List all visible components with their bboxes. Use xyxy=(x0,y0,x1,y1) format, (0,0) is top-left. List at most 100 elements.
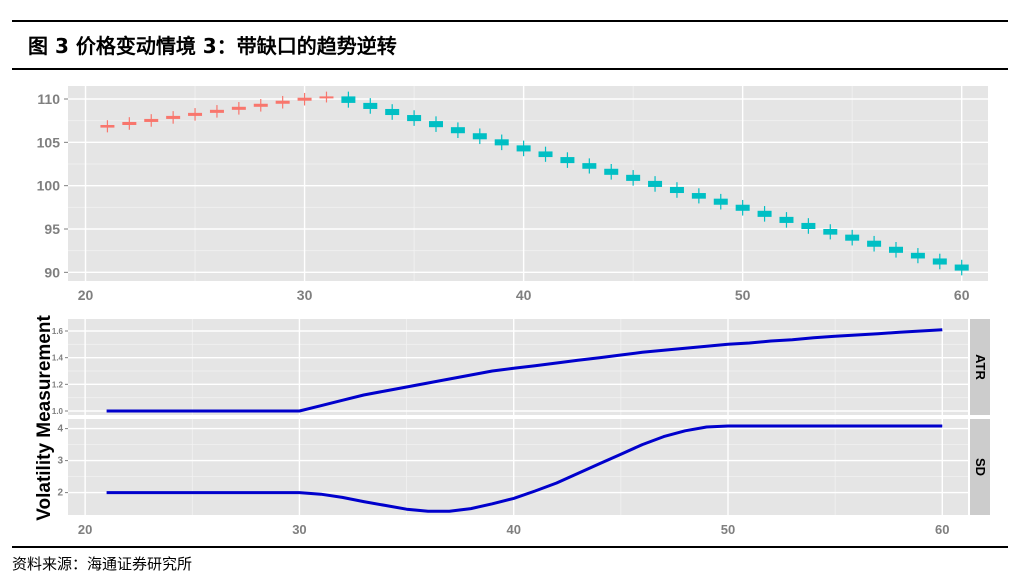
candle-body xyxy=(100,125,115,128)
facet-strip xyxy=(970,419,990,515)
candle-body xyxy=(582,163,597,169)
candle-body xyxy=(889,246,903,253)
y-tick-label: 1.4 xyxy=(52,354,64,363)
y-tick-label: 90 xyxy=(44,264,60,280)
x-tick-label: 60 xyxy=(935,522,949,537)
candlestick xyxy=(188,108,203,121)
x-tick-label: 50 xyxy=(721,522,735,537)
candlestick xyxy=(910,248,925,264)
candlestick xyxy=(648,176,663,192)
candlestick xyxy=(341,91,356,108)
candle-body xyxy=(209,109,224,113)
y-tick-label: 110 xyxy=(37,91,60,107)
candle-body xyxy=(757,210,772,217)
candlestick xyxy=(231,102,246,115)
figure-title: 图 3 价格变动情境 3：带缺口的趋势逆转 xyxy=(28,34,397,58)
candlestick xyxy=(845,229,860,246)
candle-body xyxy=(538,151,553,158)
y-axis-label: Volatility Measurement xyxy=(34,315,55,521)
plot-background xyxy=(68,419,968,515)
x-tick-label: 30 xyxy=(292,522,306,537)
y-tick-label: 105 xyxy=(37,134,61,150)
candlestick xyxy=(757,206,772,222)
candlestick xyxy=(166,111,181,124)
candlestick xyxy=(385,104,400,120)
sd-line xyxy=(106,424,943,513)
candlestick xyxy=(779,212,794,228)
candle-body xyxy=(450,127,465,134)
candlestick xyxy=(429,116,443,132)
candlestick xyxy=(626,170,641,186)
candlestick xyxy=(297,92,312,106)
candle-body xyxy=(516,145,531,152)
x-tick-label: 30 xyxy=(297,287,313,303)
candlestick xyxy=(100,120,115,133)
plot-background xyxy=(68,86,988,281)
candle-body xyxy=(845,234,860,241)
candle-body xyxy=(932,258,947,265)
candle-body xyxy=(954,264,969,271)
candle-body xyxy=(188,112,203,116)
candle-body xyxy=(122,121,137,125)
candle-body xyxy=(166,115,181,119)
y-tick-label: 100 xyxy=(37,178,61,194)
y-tick-label: 2 xyxy=(57,488,63,499)
candlestick xyxy=(560,152,575,168)
candlestick xyxy=(494,134,509,151)
candle-body xyxy=(407,115,422,122)
candlestick xyxy=(801,218,816,234)
candlestick xyxy=(669,182,684,198)
candlestick xyxy=(472,128,487,145)
candle-body xyxy=(472,133,487,140)
candlestick xyxy=(516,140,531,157)
candlestick xyxy=(735,199,750,216)
candlestick xyxy=(363,98,378,114)
y-tick-label: 3 xyxy=(57,456,63,467)
x-tick-label: 20 xyxy=(78,287,94,303)
candle-body xyxy=(275,100,290,104)
facet-strip xyxy=(970,319,990,415)
sd-panel: 2 3 4 SD 20 30 40 50 60 xyxy=(57,419,990,537)
candlestick xyxy=(823,224,838,240)
x-tick-label: 40 xyxy=(506,522,520,537)
y-tick-label: 95 xyxy=(44,221,60,237)
figure-source: 资料来源：海通证券研究所 xyxy=(12,546,1008,574)
candle-body xyxy=(823,229,838,235)
candle-body xyxy=(779,216,794,223)
candlestick xyxy=(604,164,619,180)
candlestick xyxy=(538,146,553,162)
candle-body xyxy=(297,97,312,101)
candlestick xyxy=(144,114,159,127)
candle-body xyxy=(319,96,334,99)
candlestick xyxy=(450,122,465,138)
candlestick xyxy=(954,259,969,276)
candle-body xyxy=(713,198,728,205)
facet-strip-label: ATR xyxy=(973,354,988,380)
candle-body xyxy=(429,121,443,128)
candlestick xyxy=(407,110,422,126)
y-tick-label: 4 xyxy=(57,424,63,435)
candlestick xyxy=(319,91,334,103)
candle-body xyxy=(560,157,575,164)
candle-body xyxy=(867,240,882,247)
candle-body xyxy=(669,186,684,194)
facet-strip-label: SD xyxy=(973,458,988,476)
x-tick-label: 50 xyxy=(735,287,751,303)
candle-body xyxy=(144,118,159,122)
y-tick-label: 1.0 xyxy=(52,407,64,416)
candlestick xyxy=(253,99,268,112)
candle-body xyxy=(494,139,509,146)
atr-panel: 1.0 1.2 1.4 1.6 ATR xyxy=(52,319,990,416)
y-tick-label: 1.6 xyxy=(52,327,64,336)
y-tick-label: 1.2 xyxy=(52,380,64,389)
candle-body xyxy=(735,204,750,211)
candle-body xyxy=(363,102,378,109)
candle-body xyxy=(626,174,641,181)
candlestick xyxy=(275,95,290,109)
candlestick xyxy=(713,193,728,210)
candle-body xyxy=(604,168,619,175)
candle-body xyxy=(910,252,925,259)
candle-body xyxy=(341,96,356,103)
candlestick xyxy=(691,188,706,204)
